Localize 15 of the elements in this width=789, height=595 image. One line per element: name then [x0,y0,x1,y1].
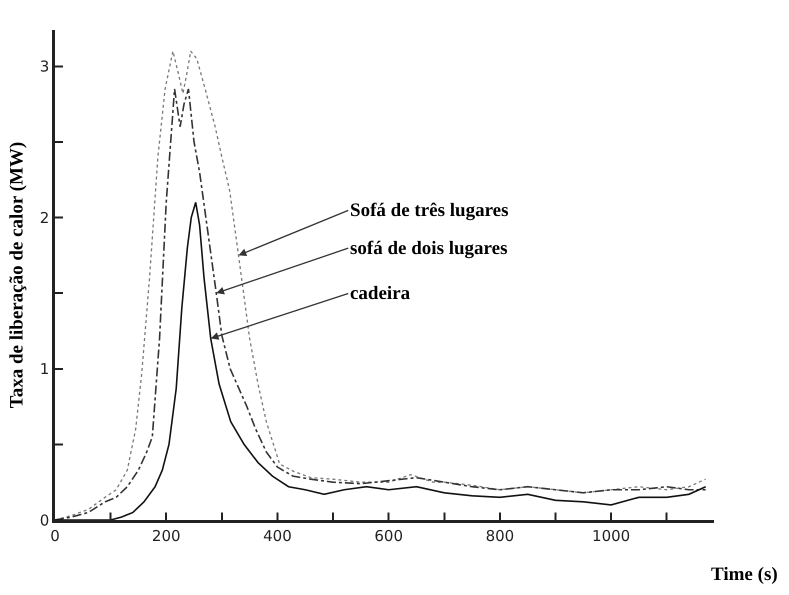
annotation: cadeira [350,283,411,304]
y-tick-label: 3 [40,58,50,76]
x-tick-label: 800 [486,526,514,545]
line-series [55,202,706,520]
y-tick-label: 0 [40,511,50,530]
x-tick-label: 1000 [592,526,630,545]
y-tick-label: 2 [40,208,50,227]
x-tick-label: 400 [263,526,292,545]
annotation: Sofá de três lugares [350,200,508,221]
x-tick-label: 600 [374,526,403,545]
x-axis-title: Time (s) [711,564,778,585]
y-tick-label: 1 [40,360,50,378]
annotation: sofá de dois lugares [350,238,508,259]
y-axis-title: Taxa de liberação de calor (MW) [6,142,28,408]
x-tick-label: 200 [152,526,181,545]
